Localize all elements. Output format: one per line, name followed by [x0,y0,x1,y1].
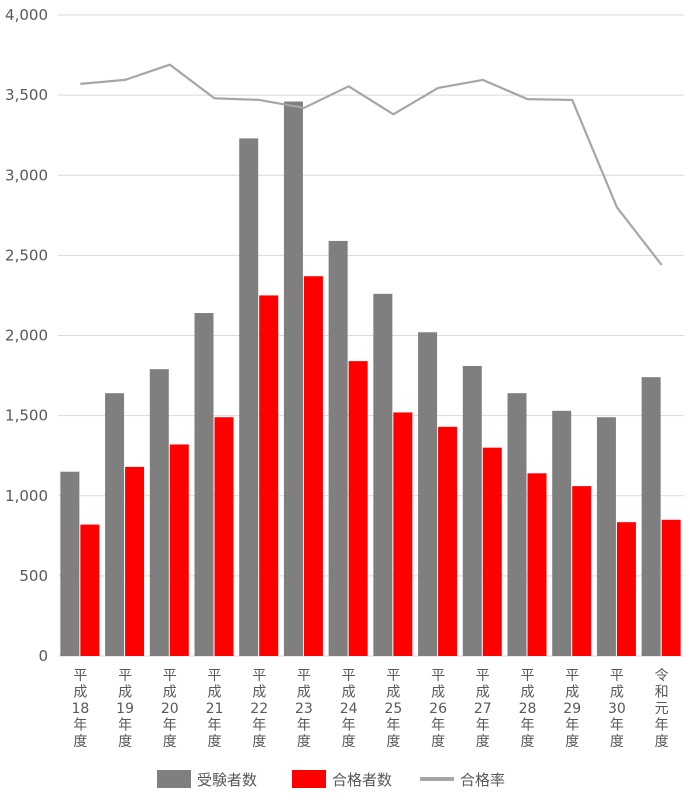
bar-examinees [60,471,80,656]
legend: 受験者数 合格者数 合格率 [157,770,505,789]
bar-examinees [328,240,348,656]
bar-passers [169,444,189,656]
bar-examinees [596,417,616,656]
y-tick-label: 1,000 [5,487,48,505]
legend-pass-rate-label: 合格率 [460,771,505,789]
y-axis-ticks: 0 500 1,000 1,500 2,000 2,500 3,000 3,500 4,000 [5,6,48,665]
x-category-label: 平成 20 年度 [161,668,179,750]
bars [60,101,681,656]
bar-examinees [149,369,169,656]
legend-passers-label: 合格者数 [332,771,392,789]
x-category-label: 平成 23 年度 [295,668,313,750]
y-tick-label: 500 [19,567,48,585]
pass-rate-line [80,63,663,266]
legend-examinees-label: 受験者数 [197,771,257,789]
x-category-label: 平成 21 年度 [206,668,224,750]
bar-examinees [194,313,214,656]
bar-passers [661,519,681,656]
y-tick-label: 3,500 [5,86,48,104]
bar-passers [214,417,234,656]
y-tick-label: 2,500 [5,246,48,264]
bar-examinees [462,365,482,656]
x-axis-labels: 平成 18 年度 平成 19 年度 平成 20 年度 平成 21 年度 平成 22 年度 平成 23 年度 平成 24… [71,668,668,750]
x-category-label: 平成 24 年度 [340,668,358,750]
x-category-label: 平成 26 年度 [429,668,447,750]
bar-passers [572,486,592,656]
bar-examinees [507,393,527,656]
x-category-label: 平成 19 年度 [116,668,134,750]
x-category-label: 平成 29 年度 [563,668,581,750]
rate-line [80,63,663,266]
bar-passers [348,361,368,656]
bar-passers [438,426,458,656]
bar-passers [303,276,323,656]
y-tick-label: 1,500 [5,407,48,425]
bar-examinees [239,138,259,656]
x-category-label: 令和元年度 [655,668,669,750]
bar-examinees [105,393,125,656]
x-category-label: 平成 22 年度 [250,668,268,750]
bar-passers [393,412,413,656]
y-tick-label: 0 [38,647,48,665]
bar-passers [259,295,279,656]
bar-examinees [552,410,572,656]
y-tick-label: 3,000 [5,166,48,184]
bar-passers [482,447,502,656]
bar-examinees [373,293,393,656]
bar-passers [616,522,636,656]
x-category-label: 平成 18 年度 [71,668,89,750]
legend-passers-swatch [292,770,326,788]
bar-passers [527,473,547,656]
y-tick-label: 2,000 [5,327,48,345]
bar-passers [125,466,145,656]
x-category-label: 平成 27 年度 [474,668,492,750]
legend-examinees-swatch [157,770,191,788]
y-tick-label: 4,000 [5,6,48,24]
x-category-label: 平成 25 年度 [384,668,402,750]
bar-examinees [418,332,438,656]
x-category-label: 平成 30 年度 [608,668,626,750]
bar-examinees [641,377,661,656]
bar-passers [80,524,100,656]
bar-examinees [283,101,303,656]
x-category-label: 平成 28 年度 [519,668,537,750]
